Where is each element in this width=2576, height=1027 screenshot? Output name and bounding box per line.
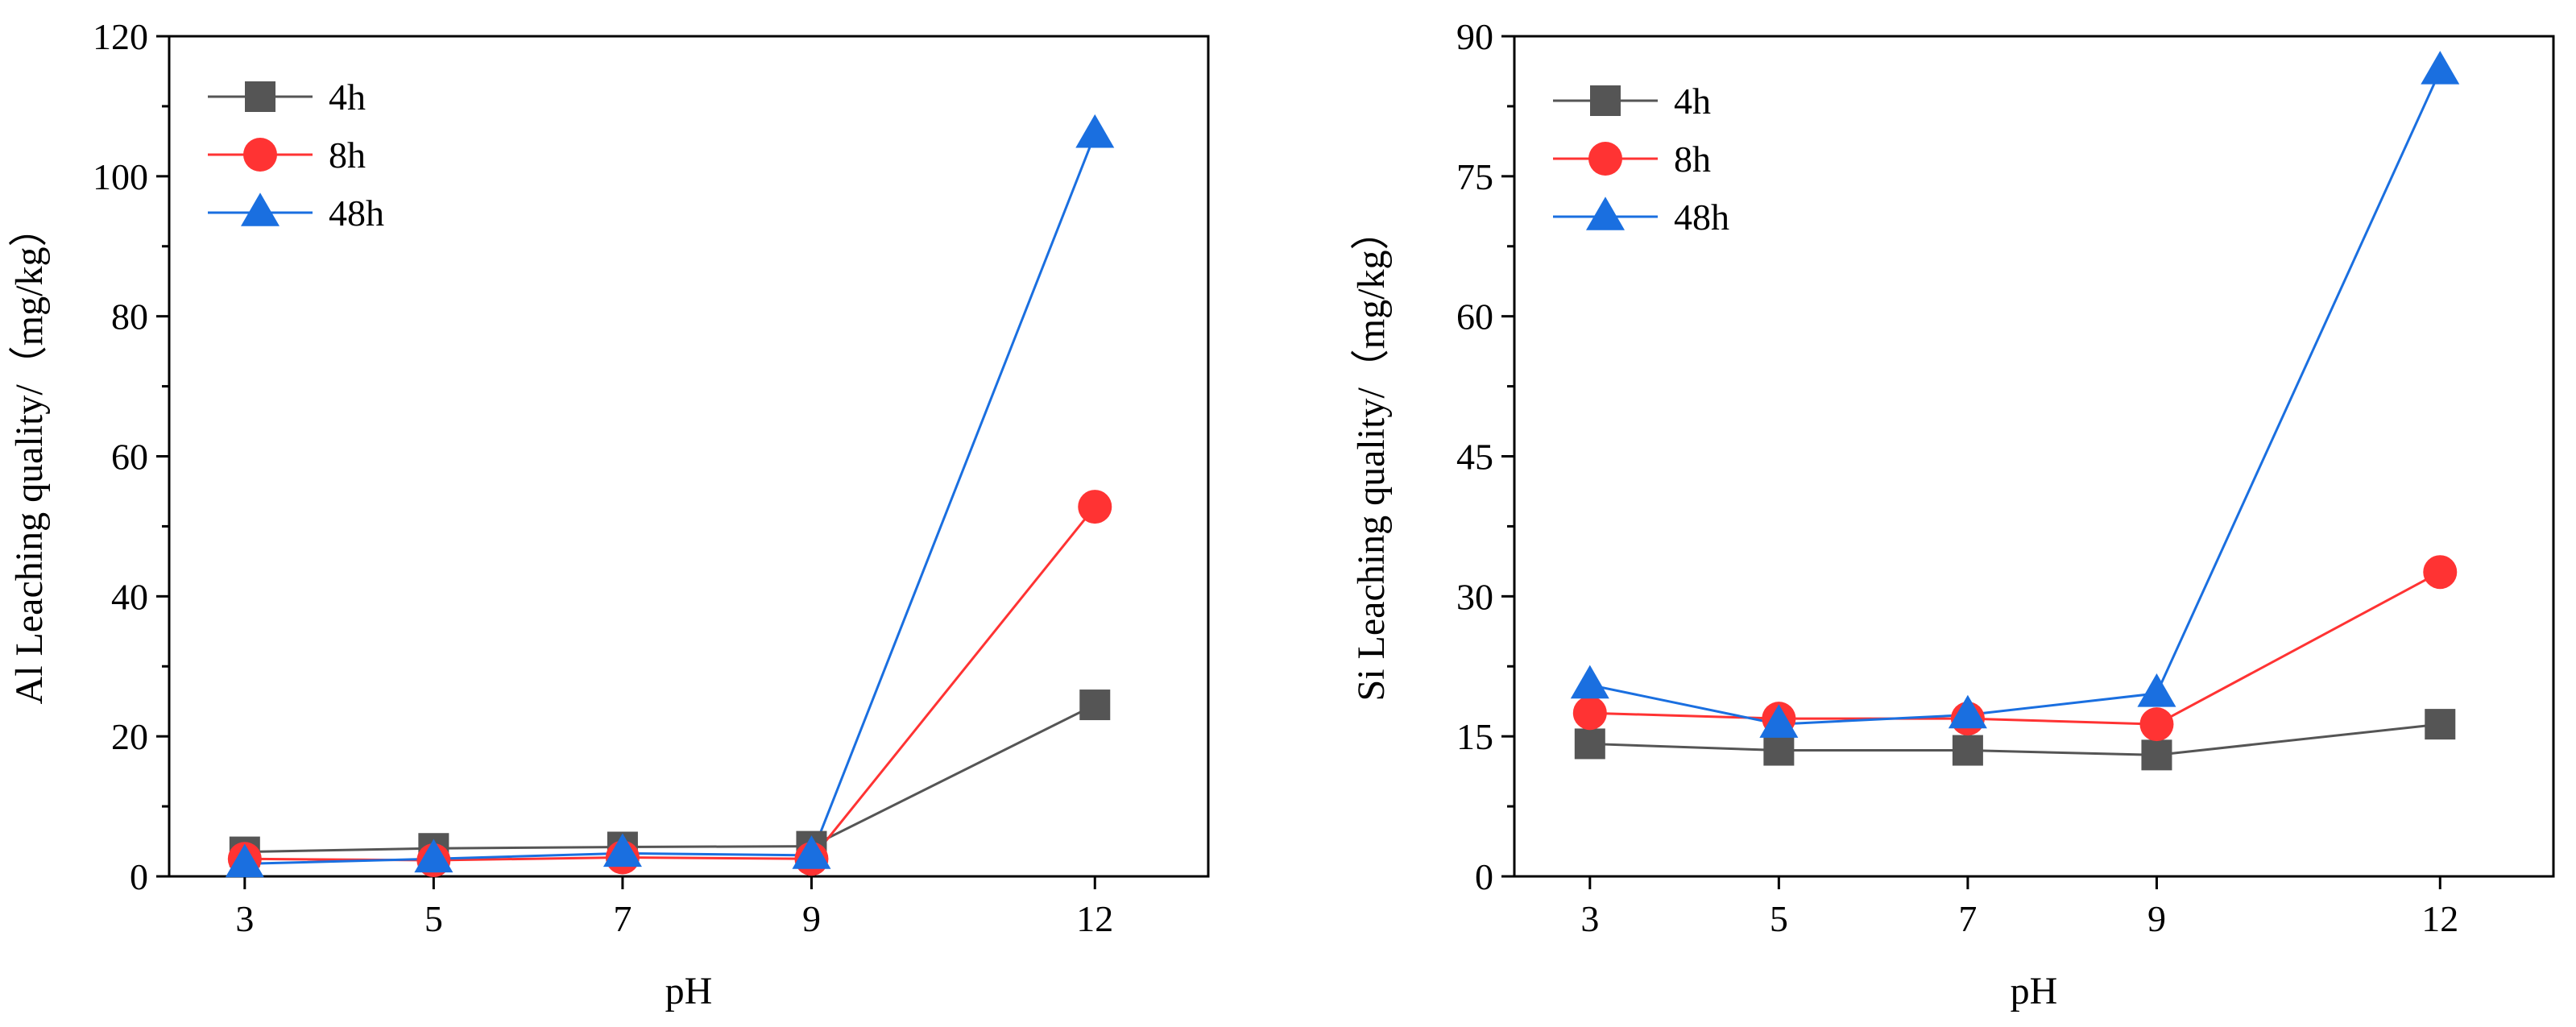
- x-tick-label: 5: [1770, 898, 1788, 939]
- x-tick-label: 9: [2147, 898, 2166, 939]
- legend-marker-8h: [1588, 142, 1622, 176]
- data-point-4h: [2425, 709, 2456, 740]
- data-point-48h: [1075, 114, 1115, 148]
- data-point-8h: [1572, 696, 1607, 731]
- x-tick-label: 7: [613, 898, 632, 939]
- x-tick-label: 3: [1580, 898, 1599, 939]
- data-point-8h: [2139, 707, 2174, 742]
- legend-marker-4h: [245, 81, 275, 112]
- chart-panel-2: 0 15 30 45 60 75 90 3 5 7 9 12 pH Si Leaching quality…: [1350, 16, 2555, 1013]
- y-tick-label: 30: [1456, 576, 1493, 617]
- data-point-48h: [603, 833, 642, 868]
- y-tick-label: 100: [93, 156, 148, 197]
- y-tick-label: 75: [1456, 156, 1493, 197]
- y-tick-label: 60: [1456, 296, 1493, 338]
- legend: 4h 8h 48h: [1553, 81, 1729, 238]
- x-axis-title: pH: [2011, 970, 2058, 1013]
- y-tick-label: 120: [93, 16, 148, 57]
- legend-marker-8h: [243, 138, 277, 172]
- plot-frame: [168, 35, 1210, 878]
- y-tick-label: 60: [111, 437, 148, 478]
- legend-label-48h: 48h: [1674, 197, 1729, 238]
- x-tick-label: 9: [802, 898, 821, 939]
- y-axis-title: Si Leaching quality/（mg/kg）: [1350, 212, 1393, 702]
- x-tick-label: 3: [235, 898, 254, 939]
- legend-label-8h: 8h: [329, 135, 366, 176]
- x-tick-label: 7: [1958, 898, 1977, 939]
- series-line-48h: [1589, 70, 2441, 726]
- legend-label-48h: 48h: [329, 193, 384, 234]
- legend-marker-48h: [1586, 197, 1625, 230]
- y-axis-title: Al Leaching quality/（mg/kg）: [8, 209, 51, 705]
- x-tick-label: 12: [1076, 898, 1113, 939]
- data-point-4h: [1574, 728, 1605, 760]
- data-point-48h: [2137, 673, 2176, 707]
- x-tick-label: 5: [425, 898, 443, 939]
- data-point-48h: [1948, 694, 1987, 729]
- y-tick-label: 90: [1456, 16, 1493, 57]
- data-point-4h: [1952, 735, 1983, 766]
- legend-marker-48h: [241, 193, 280, 226]
- data-point-48h: [792, 835, 831, 869]
- series-line-48h: [244, 134, 1096, 865]
- legend-marker-4h: [1590, 85, 1621, 116]
- series-line-4h: [244, 703, 1095, 854]
- y-tick-label: 20: [111, 716, 148, 757]
- x-axis-title: pH: [665, 970, 713, 1013]
- data-point-48h: [2421, 51, 2460, 85]
- data-point-4h: [1079, 689, 1111, 721]
- data-point-8h: [2423, 555, 2458, 590]
- legend-label-4h: 4h: [329, 77, 366, 118]
- x-tick-label: 12: [2421, 898, 2458, 939]
- data-point-48h: [225, 843, 264, 878]
- legend: 4h 8h 48h: [208, 77, 384, 234]
- data-point-4h: [2141, 739, 2172, 771]
- y-tick-label: 0: [1475, 856, 1493, 897]
- data-point-8h: [1078, 490, 1112, 524]
- legend-label-8h: 8h: [1674, 139, 1711, 180]
- y-tick-label: 45: [1456, 437, 1493, 478]
- chart-panel-1: 0 20 40 60 80 100 120 3 5 7 9 12 pH Al Leaching quali…: [8, 16, 1210, 1013]
- legend-label-4h: 4h: [1674, 81, 1711, 122]
- data-point-48h: [1570, 665, 1609, 699]
- series-line-4h: [1589, 723, 2441, 756]
- y-tick-label: 80: [111, 296, 148, 338]
- y-tick-label: 15: [1456, 716, 1493, 757]
- data-point-48h: [414, 839, 453, 873]
- y-tick-label: 0: [130, 856, 148, 897]
- series-line-8h: [244, 506, 1096, 862]
- data-point-4h: [1763, 735, 1795, 766]
- y-tick-label: 40: [111, 576, 148, 617]
- series-line-8h: [1589, 570, 2441, 726]
- data-point-48h: [1759, 704, 1799, 738]
